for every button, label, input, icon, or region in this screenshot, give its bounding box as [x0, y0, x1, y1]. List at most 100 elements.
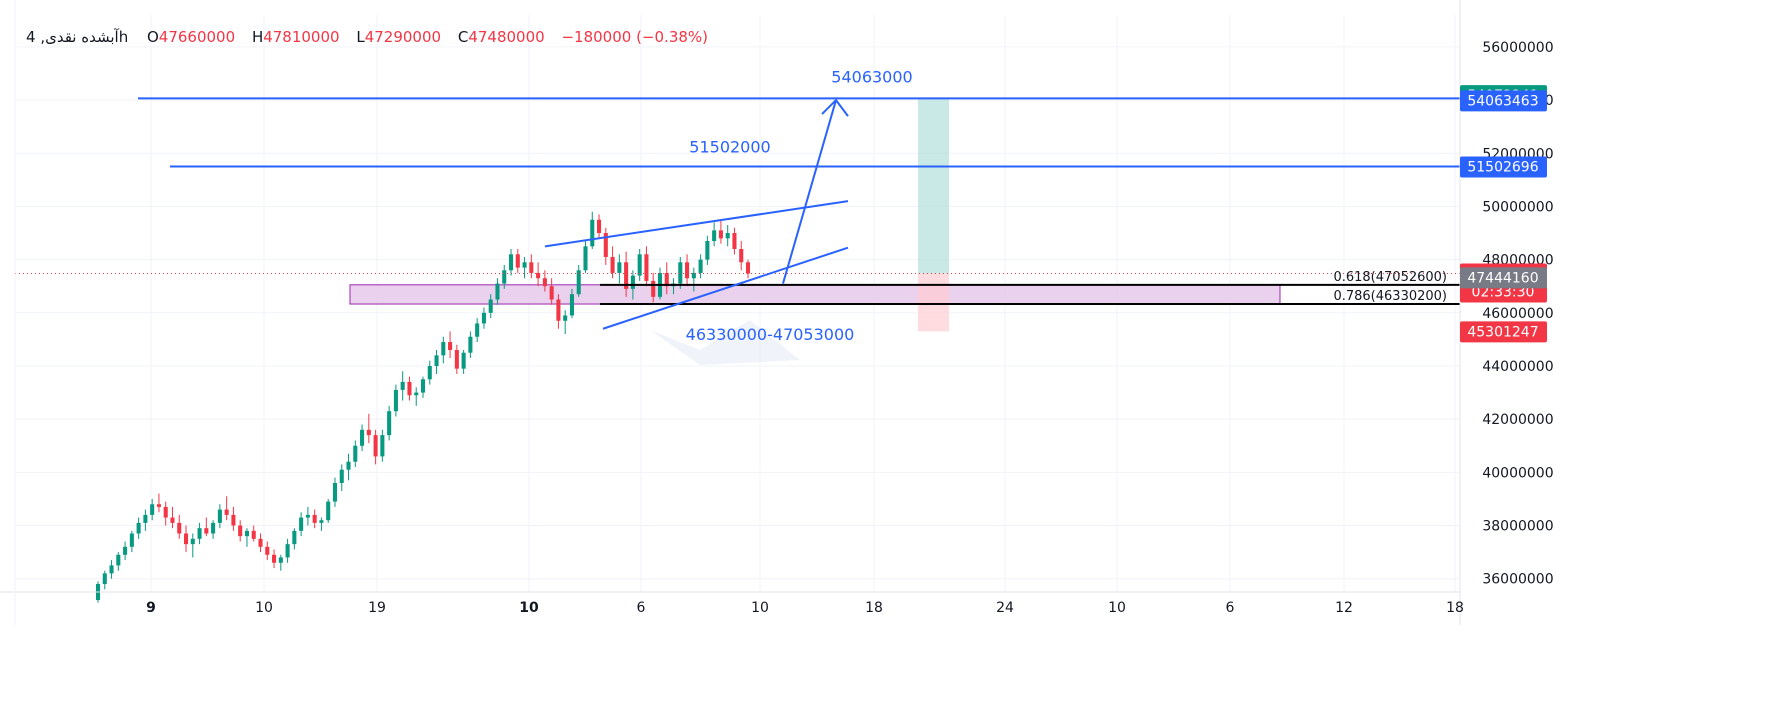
candle-body — [190, 538, 195, 545]
y-tick-label: 44000000 — [1482, 359, 1553, 375]
x-tick-label: 6 — [637, 600, 646, 616]
candle-body — [204, 528, 209, 534]
price-label-box — [1460, 267, 1547, 289]
candle-body — [102, 573, 107, 585]
candle-body — [536, 272, 541, 279]
candle-body — [590, 219, 595, 247]
price-label-box — [1460, 90, 1547, 112]
channel-upper-line — [544, 200, 849, 248]
candle-body — [644, 254, 649, 281]
candle-body — [163, 506, 168, 518]
target-zone — [918, 98, 949, 274]
candle-body — [630, 275, 635, 289]
candle-body — [542, 278, 547, 287]
candle-body — [183, 533, 189, 545]
candle-body — [705, 241, 710, 260]
candle-body — [407, 381, 412, 396]
candle-body — [319, 520, 324, 523]
candle-body — [339, 469, 344, 483]
candle-body — [278, 557, 283, 563]
candle-body — [515, 254, 520, 268]
candle-body — [231, 514, 236, 526]
fib-label: 0.786(46330200) — [1333, 289, 1447, 304]
candle-body — [211, 522, 216, 534]
resistance-label-2: 51502000 — [689, 138, 770, 157]
y-tick-label: 40000000 — [1482, 465, 1553, 481]
price-label-text: 45301247 — [1467, 324, 1538, 340]
candle-body — [603, 233, 608, 257]
candle-body — [745, 262, 751, 274]
candle-body — [739, 248, 744, 263]
overlays: 54063000 51502000 0.618(47052600) 0.786(463… — [15, 67, 1460, 344]
candle-body — [610, 256, 615, 273]
candle-body — [556, 299, 561, 321]
open-value: 47660000 — [158, 28, 236, 46]
fib-label: 0.618(47052600) — [1333, 270, 1447, 285]
projection-arrow-head — [821, 98, 849, 117]
price-label-box — [1460, 156, 1547, 178]
open-label: O — [146, 28, 159, 46]
close-label: C — [457, 28, 469, 46]
y-tick-label: 50000000 — [1482, 199, 1553, 215]
candle-body — [400, 381, 405, 390]
candle-body — [732, 233, 737, 249]
low-label: L — [356, 28, 365, 46]
candle-body — [678, 262, 683, 284]
candle-body — [387, 411, 392, 436]
candle-body — [718, 230, 723, 239]
y-tick-label: 38000000 — [1482, 519, 1553, 535]
candle-body — [143, 514, 148, 523]
candle-body — [366, 429, 371, 436]
high-value: 47810000 — [263, 28, 340, 46]
low-value: 47290000 — [364, 28, 442, 46]
candle-body — [475, 323, 480, 337]
candle-body — [244, 530, 249, 537]
candle-body — [272, 554, 277, 563]
x-tick-label: 19 — [368, 600, 386, 616]
support-zone-label: 46330000-47053000 — [686, 325, 855, 344]
x-tick-label: 12 — [1335, 600, 1353, 616]
candle-body — [434, 355, 439, 366]
resistance-label-1: 54063000 — [831, 67, 912, 86]
candle-body — [373, 435, 378, 457]
ohlc-legend: آبشده نقدی, 4h O47660000 H47810000 L4729… — [26, 28, 720, 46]
candles — [95, 211, 751, 603]
candle-body — [441, 342, 446, 356]
candle-body — [461, 352, 466, 369]
candle-body — [197, 528, 202, 539]
candle-body — [136, 522, 141, 534]
axes: 5600000054000000520000005000000048000000… — [0, 0, 1554, 625]
candle-body — [448, 342, 453, 351]
candle-body — [583, 246, 588, 271]
candle-body — [414, 392, 419, 396]
candle-body — [129, 533, 134, 547]
candle-body — [698, 259, 703, 273]
candle-body — [299, 517, 304, 531]
candle-body — [258, 538, 263, 547]
candle-body — [691, 272, 696, 279]
x-tick-label: 10 — [255, 600, 273, 616]
y-tick-label: 56000000 — [1482, 40, 1553, 56]
candle-body — [563, 315, 568, 321]
candle-body — [508, 254, 514, 271]
y-tick-label: 46000000 — [1482, 306, 1553, 322]
candle-body — [495, 283, 500, 300]
candle-body — [725, 233, 730, 239]
candle-body — [265, 546, 270, 555]
candle-body — [224, 509, 229, 515]
price-label-text: 54063463 — [1467, 93, 1538, 109]
candle-body — [292, 530, 297, 545]
candle-body — [664, 272, 669, 287]
candle-body — [651, 280, 656, 297]
candle-body — [685, 262, 690, 279]
candle-body — [427, 365, 432, 380]
candle-body — [569, 294, 574, 316]
candle-body — [712, 230, 717, 242]
x-tick-label: 24 — [996, 600, 1014, 616]
change-value: −180000 (−0.38%) — [561, 28, 709, 46]
x-tick-label: 18 — [865, 600, 883, 616]
x-tick-label: 10 — [751, 600, 769, 616]
price-label-text: 47444160 — [1467, 270, 1538, 286]
